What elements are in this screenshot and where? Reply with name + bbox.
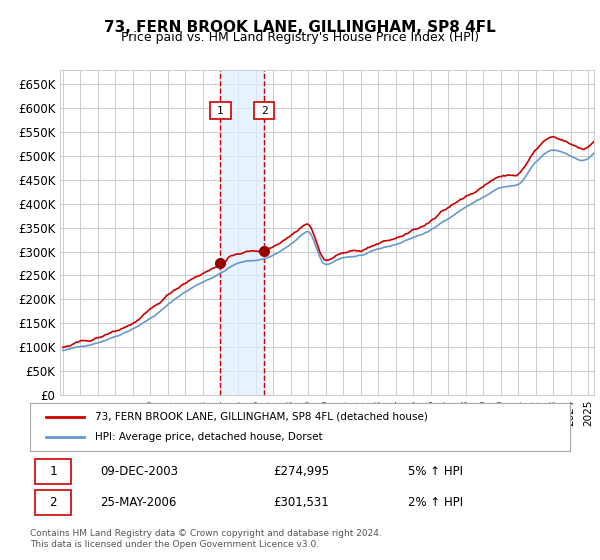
HPI: Average price, detached house, Dorset: (364, 5.06e+05): Average price, detached house, Dorset: (…: [590, 150, 598, 156]
73, FERN BROOK LANE, GILLINGHAM, SP8 4FL (detached house): [59, 344, 67, 351]
73, FERN BROOK LANE, GILLINGHAM, SP8 4FL (detached house): [271, 242, 278, 249]
Text: 2: 2: [49, 496, 57, 509]
FancyBboxPatch shape: [35, 490, 71, 515]
Text: 5% ↑ HPI: 5% ↑ HPI: [408, 465, 463, 478]
Text: 09-DEC-2003: 09-DEC-2003: [100, 465, 178, 478]
FancyBboxPatch shape: [35, 459, 71, 484]
Line: HPI: Average price, detached house, Dorset: HPI: Average price, detached house, Dors…: [63, 150, 594, 351]
FancyBboxPatch shape: [210, 102, 231, 119]
HPI: Average price, detached house, Dorset: (147, 2.97e+05): Average price, detached house, Dorset: (…: [274, 250, 281, 256]
Text: 73, FERN BROOK LANE, GILLINGHAM, SP8 4FL: 73, FERN BROOK LANE, GILLINGHAM, SP8 4FL: [104, 20, 496, 35]
73, FERN BROOK LANE, GILLINGHAM, SP8 4FL (detached house): [205, 267, 212, 274]
Bar: [220, 70, 264, 395]
Text: 1: 1: [217, 106, 224, 115]
Text: 2% ↑ HPI: 2% ↑ HPI: [408, 496, 463, 509]
Text: £301,531: £301,531: [273, 496, 329, 509]
HPI: Average price, detached house, Dorset: (0, 9.3e+04): Average price, detached house, Dorset: (…: [59, 347, 67, 354]
Text: Price paid vs. HM Land Registry's House Price Index (HPI): Price paid vs. HM Land Registry's House …: [121, 31, 479, 44]
73, FERN BROOK LANE, GILLINGHAM, SP8 4FL (detached house): [567, 141, 574, 147]
73, FERN BROOK LANE, GILLINGHAM, SP8 4FL (detached house): [172, 287, 179, 293]
HPI: Average price, detached house, Dorset: (100, 2.42e+05): Average price, detached house, Dorset: (…: [205, 276, 212, 283]
HPI: Average price, detached house, Dorset: (335, 5.12e+05): Average price, detached house, Dorset: (…: [548, 147, 555, 153]
HPI: Average price, detached house, Dorset: (145, 2.94e+05): Average price, detached house, Dorset: (…: [271, 251, 278, 258]
Text: HPI: Average price, detached house, Dorset: HPI: Average price, detached house, Dors…: [95, 432, 322, 442]
73, FERN BROOK LANE, GILLINGHAM, SP8 4FL (detached house): [590, 138, 598, 145]
Text: 1: 1: [49, 465, 57, 478]
Text: Contains HM Land Registry data © Crown copyright and database right 2024.
This d: Contains HM Land Registry data © Crown c…: [30, 529, 382, 549]
Text: £274,995: £274,995: [273, 465, 329, 478]
73, FERN BROOK LANE, GILLINGHAM, SP8 4FL (detached house): [550, 133, 557, 140]
73, FERN BROOK LANE, GILLINGHAM, SP8 4FL (detached house): [515, 171, 522, 178]
Text: 2: 2: [261, 106, 268, 115]
HPI: Average price, detached house, Dorset: (312, 4.4e+05): Average price, detached house, Dorset: (…: [515, 181, 522, 188]
Line: 73, FERN BROOK LANE, GILLINGHAM, SP8 4FL (detached house): 73, FERN BROOK LANE, GILLINGHAM, SP8 4FL…: [63, 137, 594, 347]
73, FERN BROOK LANE, GILLINGHAM, SP8 4FL (detached house): [274, 241, 281, 248]
Text: 25-MAY-2006: 25-MAY-2006: [100, 496, 176, 509]
HPI: Average price, detached house, Dorset: (77, 2.01e+05): Average price, detached house, Dorset: (…: [172, 296, 179, 302]
Text: 73, FERN BROOK LANE, GILLINGHAM, SP8 4FL (detached house): 73, FERN BROOK LANE, GILLINGHAM, SP8 4FL…: [95, 412, 428, 422]
HPI: Average price, detached house, Dorset: (348, 5e+05): Average price, detached house, Dorset: (…: [567, 153, 574, 160]
FancyBboxPatch shape: [254, 102, 274, 119]
